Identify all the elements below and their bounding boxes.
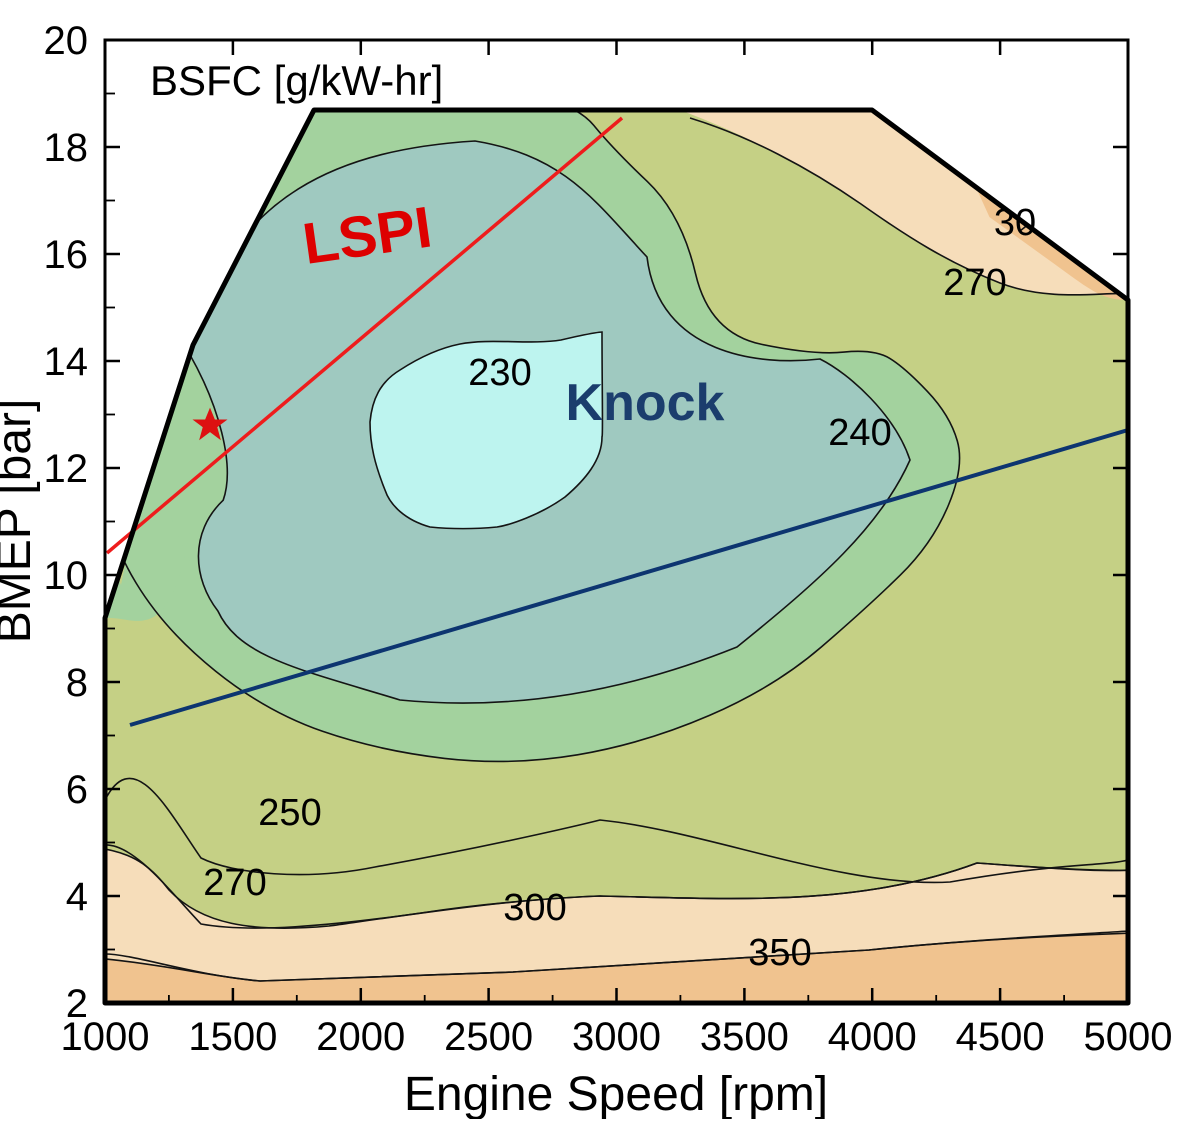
svg-text:270: 270 <box>943 262 1006 304</box>
svg-text:2000: 2000 <box>316 1015 405 1059</box>
svg-text:18: 18 <box>44 126 89 170</box>
svg-text:5000: 5000 <box>1084 1015 1173 1059</box>
svg-text:Knock: Knock <box>566 374 725 432</box>
svg-text:BMEP [bar]: BMEP [bar] <box>0 399 41 644</box>
svg-text:20: 20 <box>44 19 89 63</box>
svg-text:16: 16 <box>44 233 89 277</box>
svg-text:270: 270 <box>203 862 266 904</box>
svg-text:230: 230 <box>468 352 531 394</box>
svg-text:10: 10 <box>44 554 89 598</box>
svg-text:3000: 3000 <box>572 1015 661 1059</box>
svg-text:350: 350 <box>748 932 811 974</box>
svg-text:2500: 2500 <box>444 1015 533 1059</box>
svg-text:250: 250 <box>258 792 321 834</box>
svg-text:2: 2 <box>66 982 88 1026</box>
svg-text:BSFC [g/kW-hr]: BSFC [g/kW-hr] <box>150 57 443 104</box>
svg-text:4000: 4000 <box>828 1015 917 1059</box>
svg-text:3500: 3500 <box>700 1015 789 1059</box>
svg-text:4: 4 <box>66 875 88 919</box>
svg-text:4500: 4500 <box>956 1015 1045 1059</box>
svg-text:Engine Speed [rpm]: Engine Speed [rpm] <box>404 1068 828 1119</box>
svg-text:12: 12 <box>44 447 89 491</box>
svg-text:240: 240 <box>828 412 891 454</box>
svg-text:300: 300 <box>503 887 566 929</box>
svg-text:6: 6 <box>66 768 88 812</box>
svg-text:8: 8 <box>66 661 88 705</box>
svg-text:1500: 1500 <box>188 1015 277 1059</box>
svg-text:30: 30 <box>994 202 1036 244</box>
svg-text:14: 14 <box>44 340 89 384</box>
